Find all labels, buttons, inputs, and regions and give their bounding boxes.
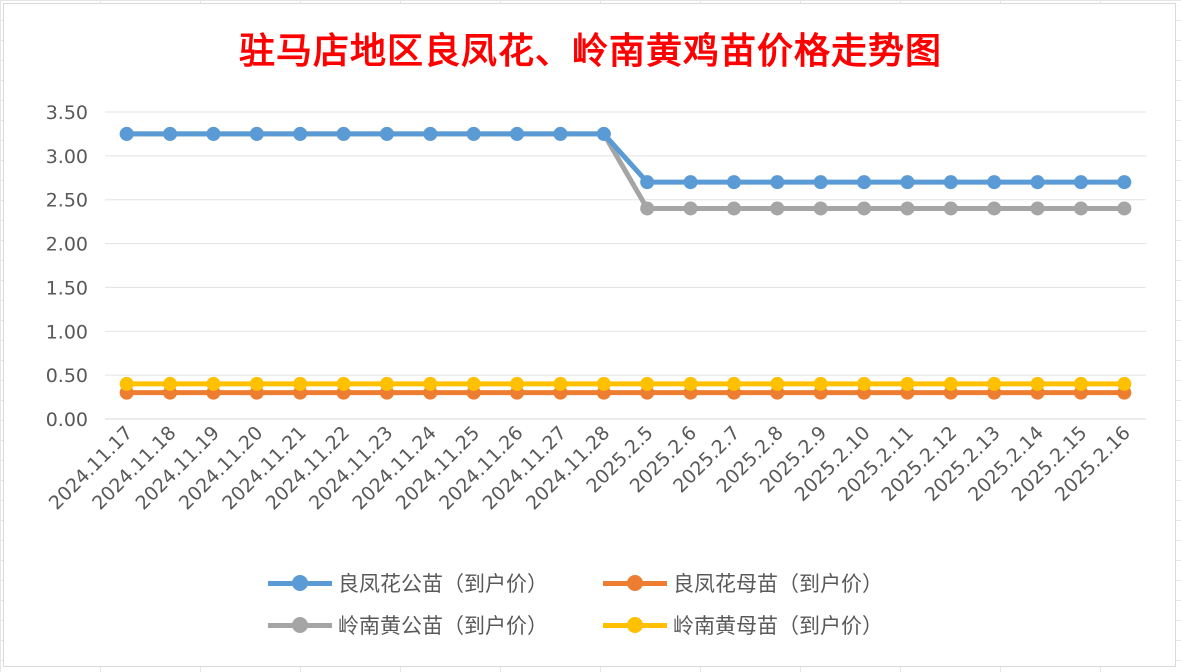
data-point [249, 376, 264, 391]
y-tick-label: 1.50 [46, 277, 88, 299]
data-point [943, 376, 958, 391]
data-point [683, 175, 698, 190]
data-point [726, 201, 741, 216]
data-point [206, 376, 221, 391]
data-point [770, 201, 785, 216]
legend-marker [627, 617, 643, 633]
data-point [770, 376, 785, 391]
data-point [423, 376, 438, 391]
y-tick-label: 0.00 [46, 409, 88, 431]
data-point [900, 175, 915, 190]
data-point [163, 376, 178, 391]
legend-marker [627, 575, 643, 591]
series-line [124, 131, 1127, 211]
data-point [813, 175, 828, 190]
data-point [510, 376, 525, 391]
data-point [423, 126, 438, 141]
data-point [987, 201, 1002, 216]
series-1 [119, 385, 1132, 400]
data-point [119, 126, 134, 141]
series-layer [119, 126, 1132, 400]
y-tick-label: 3.50 [46, 102, 88, 124]
data-point [466, 126, 481, 141]
data-point [1030, 201, 1045, 216]
legend-item-lfh-male[interactable]: 良凤花公苗（到户价） [268, 570, 603, 596]
y-tick-label: 0.50 [46, 365, 88, 387]
series-0 [119, 126, 1132, 190]
data-point [770, 175, 785, 190]
data-point [1073, 201, 1088, 216]
y-axis-ticks: 0.00 0.50 1.00 1.50 2.00 2.50 3.00 3.50 [46, 102, 88, 431]
data-point [943, 201, 958, 216]
legend-label: 岭南黄公苗（到户价） [338, 614, 548, 638]
data-point [466, 376, 481, 391]
y-tick-label: 2.50 [46, 190, 88, 212]
data-point [553, 126, 568, 141]
legend-label: 良凤花母苗（到户价） [673, 572, 883, 596]
data-point [1117, 376, 1132, 391]
data-point [987, 175, 1002, 190]
data-point [163, 126, 178, 141]
data-point [683, 201, 698, 216]
data-point [1117, 201, 1132, 216]
gridlines [105, 111, 1146, 420]
data-point [249, 126, 264, 141]
data-point [293, 376, 308, 391]
data-point [510, 126, 525, 141]
data-point [987, 376, 1002, 391]
legend-label: 良凤花公苗（到户价） [338, 572, 548, 596]
legend-marker [292, 575, 308, 591]
x-axis-ticks: 2024.11.172024.11.182024.11.192024.11.20… [45, 422, 1135, 514]
data-point [640, 201, 655, 216]
data-point [1073, 376, 1088, 391]
legend-marker [292, 617, 308, 633]
data-point [900, 201, 915, 216]
data-point [596, 126, 611, 141]
data-point [813, 201, 828, 216]
chart-area[interactable] [3, 3, 1176, 667]
legend-label: 岭南黄母苗（到户价） [673, 614, 883, 638]
data-point [1073, 175, 1088, 190]
legend-swatch-lfh-male [268, 570, 332, 596]
legend: 良凤花公苗（到户价） 良凤花母苗（到户价） 岭南黄公苗（到户价） 岭南黄母苗（到… [268, 570, 968, 638]
data-point [857, 175, 872, 190]
data-point [119, 376, 134, 391]
legend-swatch-lfh-female [603, 570, 667, 596]
data-point [1030, 376, 1045, 391]
y-tick-label: 2.00 [46, 234, 88, 256]
legend-item-lnh-male[interactable]: 岭南黄公苗（到户价） [268, 612, 603, 638]
data-point [379, 126, 394, 141]
data-point [683, 376, 698, 391]
legend-item-lfh-female[interactable]: 良凤花母苗（到户价） [603, 570, 938, 596]
series-line [124, 131, 1127, 185]
legend-item-lnh-female[interactable]: 岭南黄母苗（到户价） [603, 612, 938, 638]
data-point [813, 376, 828, 391]
data-point [640, 376, 655, 391]
data-point [640, 175, 655, 190]
data-point [857, 201, 872, 216]
data-point [596, 376, 611, 391]
data-point [336, 126, 351, 141]
data-point [857, 376, 872, 391]
chart-title: 驻马店地区良凤花、岭南黄鸡苗价格走势图 [238, 30, 942, 72]
series-2 [119, 126, 1132, 216]
legend-swatch-lnh-female [603, 612, 667, 638]
data-point [379, 376, 394, 391]
data-point [726, 175, 741, 190]
data-point [726, 376, 741, 391]
y-tick-label: 3.00 [46, 146, 88, 168]
series-3 [119, 376, 1132, 391]
data-point [943, 175, 958, 190]
data-point [900, 376, 915, 391]
y-tick-label: 1.00 [46, 321, 88, 343]
data-point [1030, 175, 1045, 190]
data-point [206, 126, 221, 141]
data-point [336, 376, 351, 391]
legend-swatch-lnh-male [268, 612, 332, 638]
data-point [1117, 175, 1132, 190]
data-point [553, 376, 568, 391]
data-point [293, 126, 308, 141]
